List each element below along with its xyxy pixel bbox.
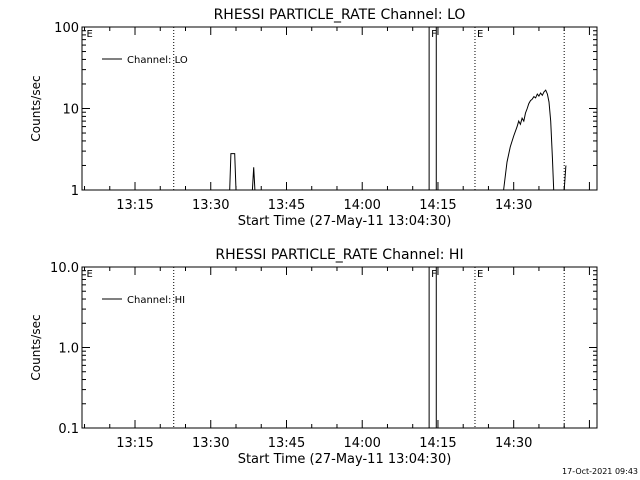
plot-frame: [81, 26, 598, 191]
x-tick-label: 13:30: [192, 198, 229, 213]
x-tick-label: 14:15: [419, 198, 456, 213]
y-axis-label: Counts/sec: [29, 75, 43, 141]
x-tick-label: 14:00: [343, 198, 380, 213]
x-tick-label: 13:15: [116, 436, 153, 451]
legend-label: Channel: HI: [127, 295, 185, 306]
series-line-segment: [229, 153, 237, 191]
x-tick-label: 14:30: [495, 436, 532, 451]
footer-timestamp: 17-Oct-2021 09:43: [562, 467, 638, 476]
y-tick-label: 10: [62, 103, 79, 118]
x-tick-label: 14:30: [495, 198, 532, 213]
y-tick-label: 0.1: [58, 422, 79, 437]
x-tick-label: 13:45: [268, 198, 305, 213]
x-tick-label: 13:45: [268, 436, 305, 451]
x-tick-label: 14:15: [419, 436, 456, 451]
chart-panel-1: RHESSI PARTICLE_RATE Channel: HI Start Ti…: [29, 247, 598, 467]
y-tick-label: 100: [54, 21, 79, 36]
x-tick-label: 14:00: [343, 436, 380, 451]
series-line-segment: [251, 167, 256, 191]
x-tick-label: 13:15: [116, 198, 153, 213]
y-axis-label: Counts/sec: [29, 314, 43, 380]
chart-title: RHESSI PARTICLE_RATE Channel: LO: [214, 7, 466, 23]
chart-panel-0: RHESSI PARTICLE_RATE Channel: LO Start Ti…: [29, 7, 598, 229]
chart-title: RHESSI PARTICLE_RATE Channel: HI: [215, 247, 463, 263]
plot-frame: [81, 266, 598, 429]
legend-label: Channel: LO: [127, 55, 188, 66]
x-tick-label: 13:30: [192, 436, 229, 451]
event-marker-label: F: [431, 29, 437, 40]
y-tick-label: 1: [71, 184, 79, 199]
y-tick-label: 1.0: [58, 342, 79, 357]
series-line-segment: [503, 89, 555, 191]
x-axis-label: Start Time (27-May-11 13:04:30): [238, 214, 452, 229]
series-line-segment: [563, 165, 567, 191]
event-marker-label: E: [477, 29, 483, 40]
event-marker-label: E: [87, 269, 93, 280]
event-marker-label: F: [431, 269, 437, 280]
y-tick-label: 10.0: [50, 261, 79, 276]
event-marker-label: E: [87, 29, 93, 40]
x-axis-label: Start Time (27-May-11 13:04:30): [238, 452, 452, 467]
event-marker-label: E: [477, 269, 483, 280]
